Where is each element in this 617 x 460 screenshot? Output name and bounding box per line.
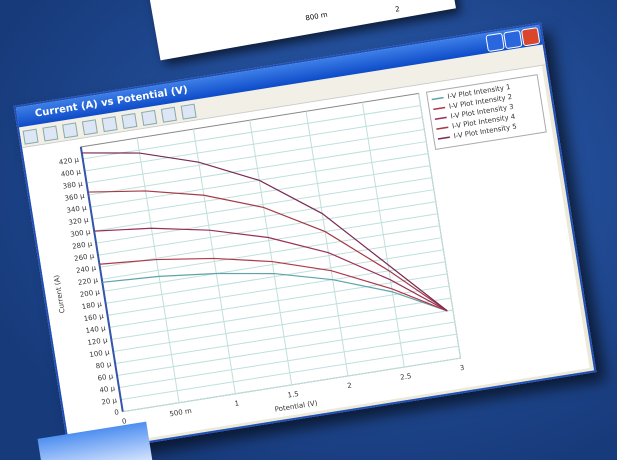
y-tick-label: 320 µ <box>68 216 90 227</box>
y-tick-label: 120 µ <box>87 336 109 347</box>
maximize-button[interactable] <box>503 29 523 50</box>
x-tick-label: 2 <box>347 382 353 391</box>
series-line <box>99 257 448 312</box>
y-tick-label: 200 µ <box>79 288 101 299</box>
grid-line <box>192 129 236 394</box>
tool-button[interactable] <box>141 109 158 126</box>
y-tick-label: 420 µ <box>58 156 80 167</box>
y-tick-label: 220 µ <box>77 276 99 287</box>
tool-button[interactable] <box>81 119 98 136</box>
series-line <box>94 227 448 312</box>
grid-line <box>361 102 405 368</box>
y-tick-label: 400 µ <box>60 168 82 179</box>
y-tick-label: 60 µ <box>97 372 114 382</box>
legend <box>425 74 547 151</box>
axis-label: 2 <box>394 5 401 14</box>
series-line <box>81 152 448 312</box>
x-tick-label: 1 <box>234 399 240 408</box>
y-tick-label: 240 µ <box>76 264 98 275</box>
x-tick-label: 2.5 <box>400 372 412 382</box>
tool-button[interactable] <box>42 125 59 142</box>
legend-swatch <box>434 116 447 120</box>
plot-window: Current (A) vs Potential (V) Current (A)… <box>13 22 597 456</box>
grid-line <box>136 137 180 403</box>
y-tick-label: 40 µ <box>99 384 116 394</box>
y-tick-label: 140 µ <box>85 324 107 335</box>
y-tick-label: 80 µ <box>95 360 112 370</box>
tool-button[interactable] <box>160 106 177 123</box>
y-axis <box>79 146 124 412</box>
y-tick-label: 20 µ <box>101 396 118 406</box>
y-tick-label: 160 µ <box>83 312 105 323</box>
y-tick-label: 380 µ <box>62 180 84 191</box>
y-tick-label: 300 µ <box>70 228 92 239</box>
y-tick-label: 180 µ <box>81 300 103 311</box>
grid-line <box>249 120 293 385</box>
chart: Current (A) Potential (V) 0 20 µ 40 µ 60 µ 8… <box>22 65 590 451</box>
series-line <box>87 190 448 312</box>
x-tick-label: 500 m <box>169 407 193 418</box>
legend-swatch <box>433 106 446 111</box>
close-button[interactable] <box>520 26 541 47</box>
grid-line <box>418 93 462 359</box>
y-tick-label: 0 <box>114 408 120 417</box>
x-tick-label: 3 <box>459 364 465 373</box>
legend-swatch <box>436 126 449 130</box>
grid-line <box>305 111 349 377</box>
x-axis-label: Potential (V) <box>274 399 318 414</box>
y-tick-label: 360 µ <box>64 192 86 203</box>
tool-button[interactable] <box>62 122 79 139</box>
x-tick-label: 0 <box>121 417 127 426</box>
y-tick-label: 280 µ <box>72 240 94 251</box>
tool-button[interactable] <box>22 128 39 145</box>
y-axis-label: Current (A) <box>53 274 67 314</box>
y-tick-label: 100 µ <box>89 348 111 359</box>
y-tick-label: 340 µ <box>66 204 88 215</box>
x-tick-label: 1.5 <box>287 390 299 400</box>
legend-swatch <box>431 96 444 101</box>
tool-button[interactable] <box>180 103 197 120</box>
minimize-button[interactable] <box>485 32 505 53</box>
y-tick-label: 260 µ <box>74 252 96 263</box>
axis-label: 800 m <box>304 10 329 23</box>
legend-swatch <box>437 136 450 140</box>
series-line <box>102 272 448 312</box>
tool-button[interactable] <box>121 113 138 130</box>
tool-button[interactable] <box>101 116 118 133</box>
